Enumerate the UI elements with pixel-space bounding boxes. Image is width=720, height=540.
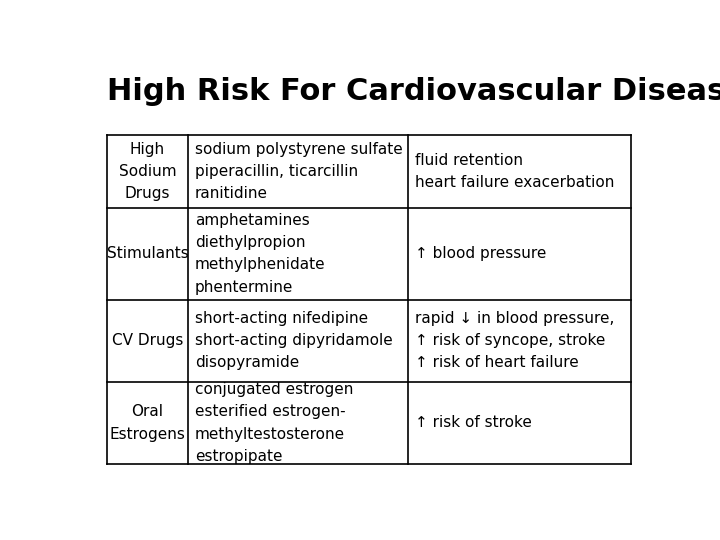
Text: High
Sodium
Drugs: High Sodium Drugs	[119, 142, 176, 201]
Text: Stimulants: Stimulants	[107, 246, 188, 261]
Text: High Risk For Cardiovascular Disease: High Risk For Cardiovascular Disease	[107, 77, 720, 106]
Text: short-acting nifedipine
short-acting dipyridamole
disopyramide: short-acting nifedipine short-acting dip…	[194, 311, 392, 370]
Text: fluid retention
heart failure exacerbation: fluid retention heart failure exacerbati…	[415, 153, 614, 190]
Text: rapid ↓ in blood pressure,
↑ risk of syncope, stroke
↑ risk of heart failure: rapid ↓ in blood pressure, ↑ risk of syn…	[415, 311, 614, 370]
Text: ↑ blood pressure: ↑ blood pressure	[415, 246, 546, 261]
Text: conjugated estrogen
esterified estrogen-
methyltestosterone
estropipate: conjugated estrogen esterified estrogen-…	[194, 382, 353, 464]
Text: amphetamines
diethylpropion
methylphenidate
phentermine: amphetamines diethylpropion methylphenid…	[194, 213, 325, 294]
Text: sodium polystyrene sulfate
piperacillin, ticarcillin
ranitidine: sodium polystyrene sulfate piperacillin,…	[194, 142, 402, 201]
Text: CV Drugs: CV Drugs	[112, 333, 183, 348]
Text: ↑ risk of stroke: ↑ risk of stroke	[415, 415, 532, 430]
Text: Oral
Estrogens: Oral Estrogens	[109, 404, 185, 442]
